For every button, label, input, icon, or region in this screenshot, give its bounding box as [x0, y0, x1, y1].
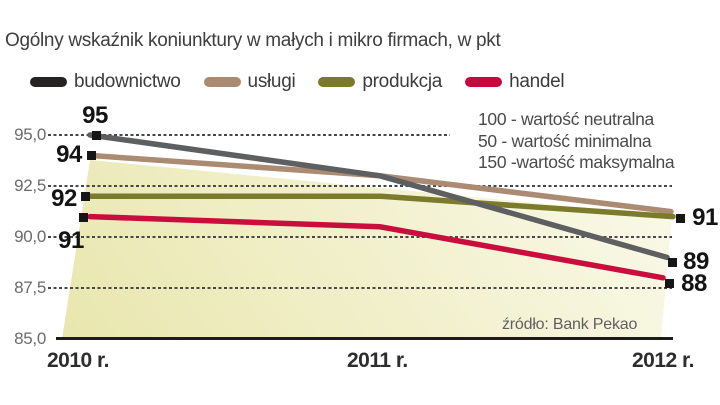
produkcja-end-value-label: 91	[692, 204, 718, 231]
legend-label: produkcja	[362, 71, 443, 92]
x-axis-label-2012: 2012 r.	[632, 349, 694, 372]
annotation-minimal: 50 - wartość minimalna	[478, 130, 652, 151]
legend-label: budownictwo	[74, 71, 181, 92]
legend: budownictwo usługi produkcja handel	[30, 71, 565, 93]
legend-label: handel	[509, 71, 565, 92]
chart-title: Ogólny wskaźnik koniunktury w małych i m…	[5, 30, 501, 51]
legend-item-uslugi: usługi	[203, 71, 296, 93]
scale-annotations: 100 - wartość neutralna 50 - wartość min…	[478, 109, 675, 174]
usługi-start-value-label: 94	[56, 141, 82, 168]
gridline-92,5	[48, 185, 672, 187]
produkcja-start-value-label: 92	[51, 185, 77, 212]
line-produkcja	[87, 193, 676, 220]
x-axis-label-2011: 2011 r.	[347, 349, 408, 372]
budownictwo-start-value-label: 95	[82, 102, 108, 129]
budownictwo-end-value-label: 89	[683, 248, 709, 275]
x-axis-line	[56, 337, 673, 340]
y-tick-87,5: 87,5	[14, 278, 46, 297]
legend-item-produkcja: produkcja	[318, 71, 442, 93]
line-budownictwo	[87, 132, 670, 261]
y-tick-85,0: 85,0	[14, 329, 46, 348]
legend-item-budownictwo: budownictwo	[30, 71, 181, 93]
legend-swatch-icon	[30, 77, 67, 87]
produkcja-start-marker-icon	[80, 191, 90, 201]
gridline-95,0	[48, 134, 450, 136]
y-tick-90,0: 90,0	[14, 227, 46, 246]
usługi-start-marker-icon	[86, 150, 96, 160]
x-axis-label-2010: 2010 r.	[47, 349, 109, 372]
gridline-87,5	[48, 287, 672, 289]
gridline-90,0	[48, 236, 672, 238]
source-credit: źródło: Bank Pekao	[502, 316, 638, 333]
budownictwo-start-marker-icon	[91, 130, 101, 140]
handel-start-value-label: 91	[58, 227, 84, 254]
legend-swatch-icon	[465, 77, 503, 87]
handel-end-value-label: 88	[681, 270, 707, 297]
handel-end-marker-icon	[664, 278, 674, 288]
annotation-neutral: 100 - wartość neutralna	[478, 109, 654, 129]
budownictwo-end-marker-icon	[667, 257, 677, 267]
legend-item-handel: handel	[465, 71, 565, 93]
y-tick-92,5: 92,5	[14, 176, 46, 195]
handel-start-marker-icon	[78, 212, 88, 222]
produkcja-end-marker-icon	[675, 213, 685, 223]
legend-swatch-icon	[318, 77, 356, 87]
legend-label: usługi	[247, 71, 296, 92]
line-handel	[87, 213, 666, 281]
legend-swatch-icon	[203, 77, 241, 87]
annotation-maximal: 150 -wartość maksymalna	[478, 152, 675, 172]
y-tick-95,0: 95,0	[14, 125, 46, 144]
